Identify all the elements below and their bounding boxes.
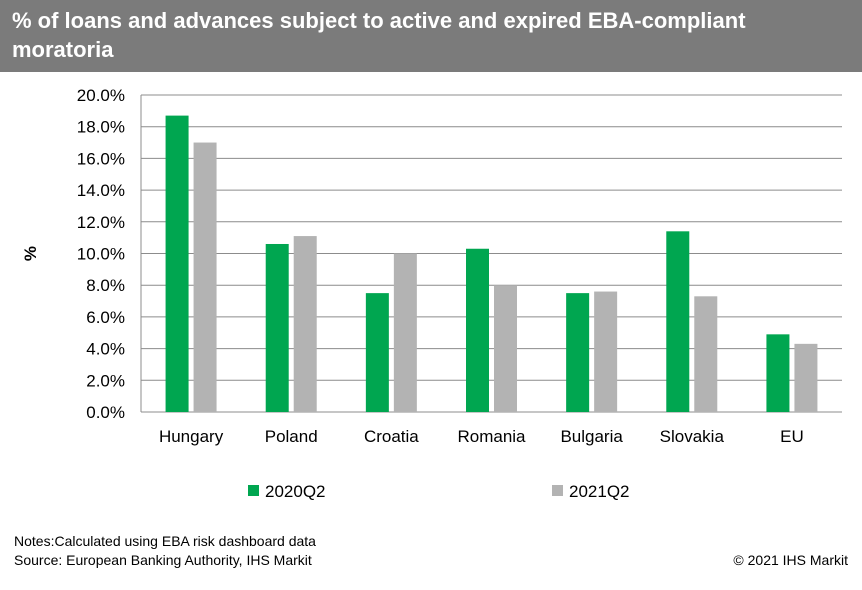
bar-2021q2 (594, 291, 618, 412)
chart-title: % of loans and advances subject to activ… (12, 8, 746, 62)
y-tick-label: 14.0% (77, 181, 125, 200)
notes-text: Notes:Calculated using EBA risk dashboar… (14, 533, 316, 549)
bar-2021q2 (794, 343, 818, 412)
y-tick-label: 4.0% (86, 340, 125, 359)
y-tick-label: 0.0% (86, 403, 125, 422)
x-tick-label: Croatia (364, 427, 419, 446)
y-tick-label: 20.0% (77, 86, 125, 105)
source-text: Source: European Banking Authority, IHS … (14, 552, 312, 568)
x-tick-label: EU (780, 427, 804, 446)
bar-2021q2 (494, 285, 517, 412)
bar-2021q2 (393, 253, 417, 412)
bar-2020q2 (566, 293, 590, 412)
copyright-text: © 2021 IHS Markit (733, 552, 848, 568)
y-tick-label: 12.0% (77, 213, 125, 232)
bar-2021q2 (193, 142, 217, 413)
legend-swatch (552, 485, 563, 496)
legend-label: 2020Q2 (265, 482, 326, 501)
y-axis-label: % (21, 246, 40, 261)
legend-swatch (248, 485, 259, 496)
bar-2020q2 (265, 243, 289, 412)
bar-2020q2 (766, 334, 790, 412)
y-tick-label: 18.0% (77, 118, 125, 137)
y-tick-label: 8.0% (86, 276, 125, 295)
bar-2021q2 (694, 296, 718, 412)
bar-2020q2 (466, 248, 489, 412)
y-tick-label: 2.0% (86, 371, 125, 390)
x-tick-label: Romania (457, 427, 526, 446)
legend-label: 2021Q2 (569, 482, 630, 501)
bar-2020q2 (165, 115, 189, 413)
x-tick-label: Bulgaria (560, 427, 623, 446)
y-tick-label: 6.0% (86, 308, 125, 327)
chart-footer: Notes:Calculated using EBA risk dashboar… (14, 532, 316, 570)
y-tick-label: 16.0% (77, 149, 125, 168)
x-tick-label: Poland (265, 427, 318, 446)
bar-2020q2 (365, 293, 389, 412)
bar-chart: 0.0% 2.0% 4.0% 6.0% 8.0% 10.0% 12.0% 14.0% 16.0%… (21, 86, 842, 501)
x-tick-label: Hungary (159, 427, 224, 446)
bar-2021q2 (293, 236, 317, 412)
x-tick-label: Slovakia (660, 427, 725, 446)
y-tick-label: 10.0% (77, 245, 125, 264)
bar-2020q2 (666, 231, 690, 412)
title-bar: % of loans and advances subject to activ… (0, 0, 862, 72)
